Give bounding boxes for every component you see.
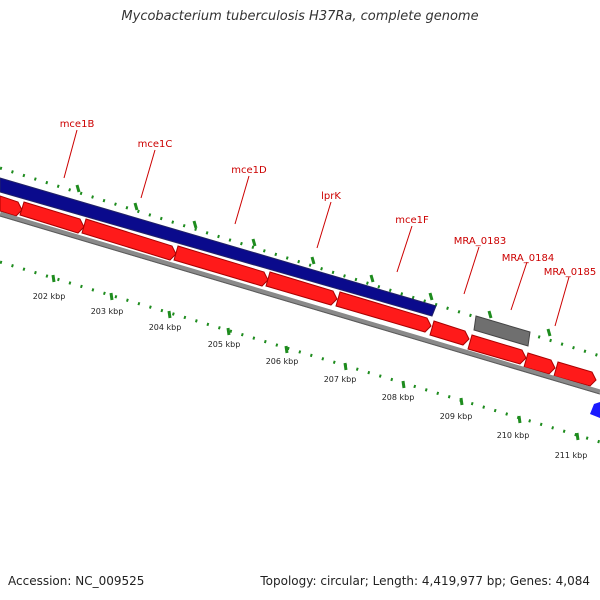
- gene-arrow[interactable]: [0, 195, 23, 217]
- scale-label: 211 kbp: [555, 451, 588, 460]
- scale-label: 205 kbp: [208, 340, 241, 349]
- scale-label: 210 kbp: [497, 431, 530, 440]
- dark-blue-feature[interactable]: [0, 177, 437, 317]
- gene-arrow[interactable]: [81, 218, 177, 261]
- gene-arrow[interactable]: [467, 334, 527, 365]
- gene-arrow[interactable]: [523, 352, 556, 375]
- gene-label: mce1F: [395, 215, 429, 226]
- label-leader-lines: [63, 129, 570, 327]
- gene-arrow[interactable]: [429, 320, 470, 346]
- gene-label: MRA_0185: [544, 267, 596, 278]
- genome-backbone-edge: [0, 215, 600, 395]
- blue-gene[interactable]: [590, 402, 600, 418]
- gene-arrow[interactable]: [335, 291, 432, 333]
- gene-label: lprK: [321, 191, 341, 202]
- gene-label-group: mce1B mce1C mce1D lprK mce1F MRA_0183 MR…: [60, 119, 597, 278]
- gene-label: mce1B: [60, 119, 95, 130]
- genome-summary-text: Topology: circular; Length: 4,419,977 bp…: [260, 574, 590, 588]
- red-gene-row: [0, 195, 597, 387]
- scale-label: 202 kbp: [33, 292, 66, 301]
- map-title: Mycobacterium tuberculosis H37Ra, comple…: [121, 9, 479, 24]
- grey-gene[interactable]: [473, 315, 531, 347]
- gene-label: mce1D: [231, 165, 267, 176]
- lower-major-ticks: [51, 274, 580, 441]
- gene-arrow[interactable]: [265, 271, 338, 306]
- accession-text: Accession: NC_009525: [8, 574, 145, 588]
- scale-label: 207 kbp: [324, 375, 357, 384]
- lower-tick-track: [0, 260, 600, 444]
- scale-label: 203 kbp: [91, 307, 124, 316]
- gene-label: MRA_0184: [502, 253, 554, 264]
- genome-backbone: [0, 211, 600, 395]
- gene-label: MRA_0183: [454, 236, 506, 247]
- scale-label: 208 kbp: [382, 393, 415, 402]
- gene-arrow[interactable]: [173, 245, 269, 287]
- scale-label: 204 kbp: [149, 323, 182, 332]
- scale-label: 209 kbp: [440, 412, 473, 421]
- upper-major-ticks: [75, 184, 552, 337]
- gene-arrow[interactable]: [553, 361, 597, 387]
- gene-label: mce1C: [138, 139, 173, 150]
- scale-label-group: 202 kbp 203 kbp 204 kbp 205 kbp 206 kbp …: [33, 292, 588, 460]
- gene-arrow[interactable]: [19, 201, 85, 234]
- scale-label: 206 kbp: [266, 357, 299, 366]
